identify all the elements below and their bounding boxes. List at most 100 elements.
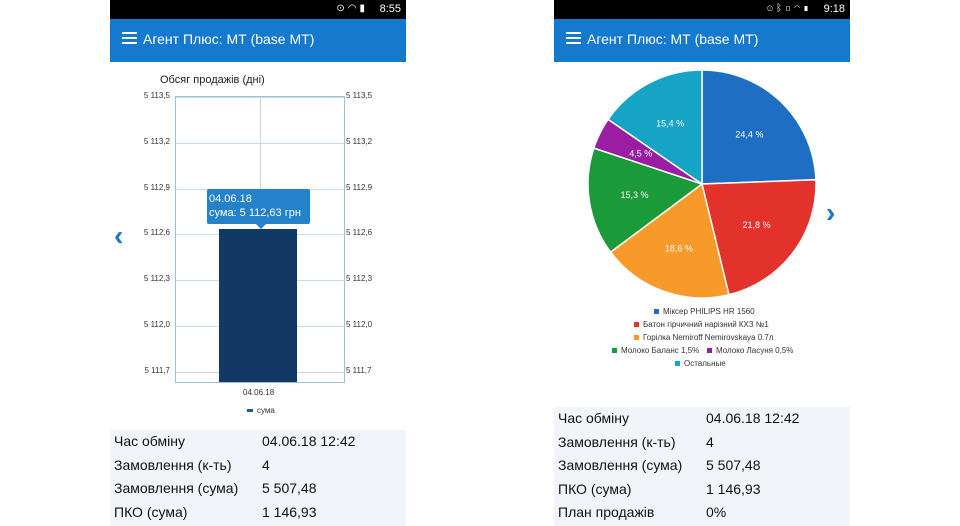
legend-swatch [612,348,617,354]
location-icon: ⊙ [336,3,348,14]
pie-slice-label: 18,6 % [665,243,693,253]
app-title: Агент Плюс: МТ (base МТ) [587,31,759,47]
pie-slice-label: 24,4 % [735,130,763,140]
right-screen: ⊙ᛒ▯◠▮ 9:18 Агент Плюс: МТ (base МТ) 24,4… [554,0,850,526]
y-tick-label-left: 5 113,2 [143,136,170,146]
tooltip-value: сума: 5 112,63 грн [209,207,301,219]
chart-title: Обсяг продажів (дні) [160,74,265,86]
grid-line [176,97,344,98]
chevron-left-icon[interactable]: ‹ [114,220,124,251]
app-title: Агент Плюс: МТ (base МТ) [143,31,315,47]
legend-item: Молоко Баланс 1,5% [612,346,699,355]
info-row-exchange-time: Час обміну 04.06.18 12:42 [554,407,850,431]
y-tick-label-left: 5 111,7 [144,365,170,375]
info-value: 5 507,48 [706,457,761,473]
menu-icon[interactable] [122,32,137,45]
pie-slice-0[interactable] [701,69,817,185]
legend-swatch [654,309,659,315]
y-tick-label-right: 5 112,6 [346,228,373,238]
y-tick-label-left: 5 112,0 [143,319,170,329]
y-tick-label-right: 5 112,3 [346,274,373,284]
pie-chart: 24,4 % 21,8 % 18,6 % 15,3 % 4,5 % 15,4 % [587,69,817,299]
bluetooth-icon: ᛒ [776,3,785,14]
status-bar: ⊙◠▮ 8:55 [110,0,406,19]
battery-icon: ▮ [803,3,812,14]
info-value: 1 146,93 [262,503,317,520]
chevron-right-icon[interactable]: › [826,197,836,228]
pie-slice-label: 15,3 % [620,190,648,200]
bar-chart-card[interactable]: Обсяг продажів (дні) 5 113,5 5 113,5 5 113… [110,62,406,430]
legend-item: Батон гірчичний нарізний КХЗ №1 [634,320,769,329]
legend-item: Міксер PHILIPS HR 1560 [654,307,755,316]
app-bar: Агент Плюс: МТ (base МТ) [554,19,850,62]
left-screen: ⊙◠▮ 8:55 Агент Плюс: МТ (base МТ) Обсяг … [110,0,406,526]
legend-label: Молоко Ласуня 0,5% [716,346,794,355]
status-time: 8:55 [379,3,401,15]
pie-slice-5[interactable] [607,69,703,186]
y-tick-label-right: 5 112,0 [346,319,373,329]
tooltip-date: 04.06.18 [209,193,252,205]
chart-legend: сума [247,406,275,415]
info-label: План продажів [558,504,655,520]
pie-slice-label: 21,8 % [743,220,771,230]
info-row-pko-sum: ПКО (сума) 1 146,93 [110,501,406,525]
legend-item: Молоко Ласуня 0,5% [707,346,793,355]
info-row-orders-sum: Замовлення (сума) 5 507,48 [554,454,850,478]
info-row-orders-count: Замовлення (к-ть) 4 [110,454,406,478]
legend-label: Батон гірчичний нарізний КХЗ №1 [643,320,769,329]
status-icons: ⊙ᛒ▯◠▮ [767,3,812,14]
info-label: Замовлення (к-ть) [558,433,676,450]
pie-chart-card[interactable]: 24,4 % 21,8 % 18,6 % 15,3 % 4,5 % 15,4 % Мікс… [554,62,850,407]
pie-slice-label: 15,4 % [656,118,684,128]
grid-line [176,142,344,144]
legend-swatch [707,348,712,354]
info-label: Замовлення (к-ть) [114,456,232,473]
info-label: ПКО (сума) [114,503,188,520]
battery-icon: ▮ [359,3,368,14]
y-tick-label-left: 5 112,3 [143,274,170,284]
y-tick-label-right: 5 113,5 [346,91,373,100]
legend-label: сума [257,406,275,415]
info-value: 04.06.18 12:42 [262,433,356,449]
info-row-orders-sum: Замовлення (сума) 5 507,48 [110,477,406,501]
bar-04-06-18[interactable] [219,228,297,382]
y-tick-label-left: 5 113,5 [143,91,170,100]
y-tick-label-right: 5 112,9 [346,182,373,192]
legend-label: Остальные [684,359,726,368]
legend-label: Міксер PHILIPS HR 1560 [663,307,755,316]
pie-slice-1[interactable] [701,178,817,296]
legend-item: Остальные [675,359,726,368]
pie-slice-3[interactable] [587,147,704,254]
info-label: ПКО (сума) [558,480,632,497]
info-row-exchange-time: Час обміну 04.06.18 12:42 [110,430,406,454]
info-row-pko-sum: ПКО (сума) 1 146,93 [554,478,850,502]
info-label: Замовлення (сума) [558,457,683,473]
info-value: 0% [706,504,727,520]
main-content: 24,4 % 21,8 % 18,6 % 15,3 % 4,5 % 15,4 % Мікс… [554,62,850,526]
info-value: 04.06.18 12:42 [706,410,800,426]
chart-tooltip: 04.06.18 сума: 5 112,63 грн [207,189,310,229]
pie-slice-2[interactable] [609,182,730,299]
y-tick-label-left: 5 112,9 [143,182,170,192]
vibrate-icon: ▯ [785,3,794,14]
y-tick-label-right: 5 111,7 [346,365,372,375]
info-row-sales-plan: План продажів 0% [554,501,850,525]
app-bar: Агент Плюс: МТ (base МТ) [110,19,406,62]
info-value: 4 [706,433,714,450]
wifi-icon: ◠ [794,3,803,14]
legend-swatch [675,361,680,367]
y-tick-label-left: 5 112,6 [143,228,170,238]
info-label: Замовлення (сума) [114,480,239,496]
legend-swatch [634,322,639,328]
location-icon: ⊙ [767,3,776,14]
info-label: Час обміну [114,433,185,449]
pie-slice-label: 4,5 % [629,149,652,159]
wifi-icon: ◠ [347,3,360,14]
info-list: Час обміну 04.06.18 12:42 Замовлення (к-т… [110,430,406,524]
status-time: 9:18 [823,3,845,15]
status-bar: ⊙ᛒ▯◠▮ 9:18 [554,0,850,19]
menu-icon[interactable] [566,32,581,45]
info-label: Час обміну [558,410,629,426]
info-value: 5 507,48 [262,480,317,496]
status-icons: ⊙◠▮ [336,3,368,14]
